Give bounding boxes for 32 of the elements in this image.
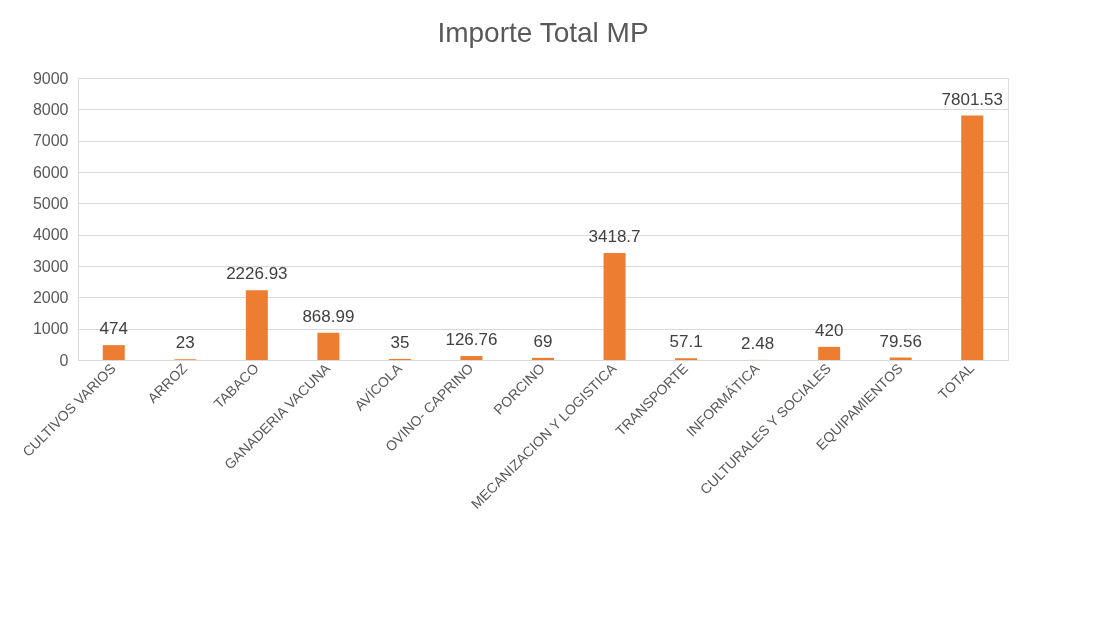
bar [460, 356, 483, 360]
data-label: 868.99 [302, 306, 355, 326]
data-label: 126.76 [445, 330, 498, 350]
data-label: 420 [814, 320, 844, 340]
y-tick-label: 7000 [32, 132, 69, 150]
data-label: 7801.53 [941, 89, 1003, 109]
data-label: 2.48 [741, 333, 775, 353]
y-tick-label: 9000 [32, 69, 69, 87]
data-label: 69 [533, 331, 553, 351]
y-tick-label: 8000 [32, 100, 69, 118]
data-label: 2226.93 [226, 264, 288, 284]
data-label: 474 [99, 319, 128, 339]
bar [603, 252, 626, 360]
y-tick-label: 5000 [32, 194, 69, 212]
y-tick-label: 2000 [32, 288, 69, 306]
y-tick-label: 1000 [32, 320, 69, 338]
data-label: 3418.7 [588, 226, 641, 246]
data-label: 35 [390, 332, 410, 352]
bar [245, 290, 268, 360]
bar [818, 346, 841, 360]
bar [317, 332, 340, 360]
y-tick-label: 0 [59, 351, 69, 369]
bar [532, 357, 554, 360]
y-tick-label: 4000 [32, 226, 69, 244]
chart-title: Importe Total MP [437, 17, 649, 48]
y-tick-label: 6000 [32, 163, 69, 181]
bar [102, 345, 125, 360]
data-label: 23 [175, 333, 195, 353]
data-label: 79.56 [879, 331, 922, 351]
data-label: 57.1 [669, 332, 703, 352]
y-tick-label: 3000 [32, 257, 69, 275]
bar [961, 115, 984, 360]
